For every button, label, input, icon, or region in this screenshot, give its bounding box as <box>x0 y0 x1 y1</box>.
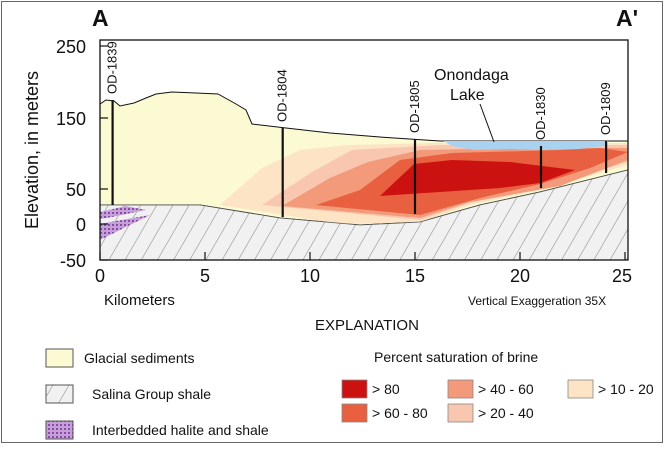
y-tick-label: 0 <box>76 215 86 235</box>
plot-frame <box>99 39 629 261</box>
well-label: OD-1839 <box>105 41 120 94</box>
section-plot <box>100 91 628 260</box>
section-start-label: A <box>92 5 109 31</box>
y-tick-label: 150 <box>56 109 86 129</box>
lake-leader-line <box>479 103 495 143</box>
y-axis-label: Elevation, in meters <box>22 71 42 229</box>
brine-legend-label: > 10 - 20 <box>598 381 654 397</box>
brine-zone-over-80 <box>380 160 575 196</box>
x-tick-label: 10 <box>300 266 320 286</box>
brine-legend-label: > 20 - 40 <box>478 405 534 421</box>
brine-legend-swatch <box>341 403 368 423</box>
x-tick-label: 25 <box>612 266 632 286</box>
well-label: OD-1805 <box>407 80 422 133</box>
explanation-title: EXPLANATION <box>315 317 419 334</box>
brine-legend-label: > 60 - 80 <box>372 405 428 421</box>
legend-swatch-halite <box>45 420 74 440</box>
vertical-exaggeration-note: Vertical Exaggeration 35X <box>468 294 606 308</box>
x-tick-label: 20 <box>510 266 530 286</box>
halite-interbed-upper <box>100 206 146 219</box>
well-label: OD-1830 <box>533 87 548 140</box>
brine-legend-label: > 80 <box>372 381 400 397</box>
legend-label-halite: Interbedded halite and shale <box>92 422 269 438</box>
lake-label-line2: Lake <box>450 87 485 104</box>
well-label: OD-1809 <box>598 82 613 135</box>
halite-interbed-lower <box>100 215 150 240</box>
y-tick-label: -50 <box>60 251 86 271</box>
shale-bedrock-area <box>100 169 628 260</box>
section-end-label: A' <box>616 5 638 31</box>
y-tick-label: 250 <box>56 37 86 57</box>
wells-group: OD-1839 OD-1804 OD-1805 OD-1830 OD-1809 <box>105 41 613 217</box>
lake-area <box>444 141 608 150</box>
x-axis-label: Kilometers <box>104 292 175 309</box>
y-axis-ticks: 250 150 50 0 -50 <box>56 37 108 271</box>
brine-legend-swatch <box>567 379 594 399</box>
well-label: OD-1804 <box>275 69 290 122</box>
x-axis-ticks: 0 5 10 15 20 25 <box>95 252 632 286</box>
brine-legend-group: > 80 > 60 - 80 > 40 - 60 > 20 - 40 > 10 - 20 <box>341 379 654 423</box>
legend-label-glacial: Glacial sediments <box>84 350 195 366</box>
legend-swatch-shale <box>45 384 74 404</box>
brine-legend-swatch <box>447 403 474 423</box>
x-tick-label: 0 <box>95 266 105 286</box>
legend-swatch-glacial <box>45 348 74 368</box>
x-tick-label: 15 <box>405 266 425 286</box>
brine-legend-swatch <box>341 379 368 399</box>
brine-legend-title: Percent saturation of brine <box>374 349 538 365</box>
legend-label-shale: Salina Group shale <box>92 386 211 402</box>
x-tick-label: 5 <box>200 266 210 286</box>
brine-legend-label: > 40 - 60 <box>478 381 534 397</box>
brine-legend-swatch <box>447 379 474 399</box>
y-tick-label: 50 <box>66 180 86 200</box>
lake-label-line1: Onondaga <box>434 67 509 84</box>
